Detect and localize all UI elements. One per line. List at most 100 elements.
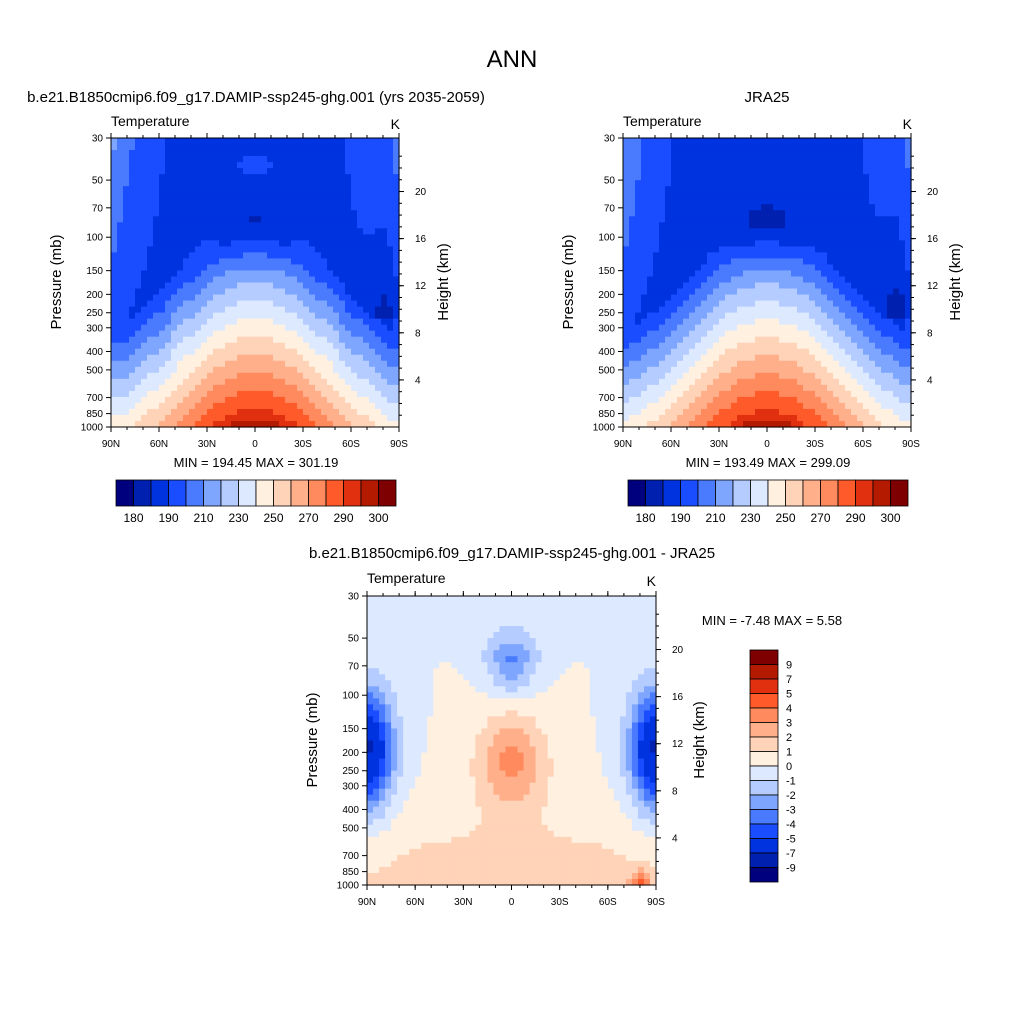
- heatmap-cell: [815, 402, 822, 410]
- heatmap-cell: [333, 288, 340, 296]
- heatmap-cell: [761, 402, 768, 410]
- heatmap-cell: [357, 138, 364, 145]
- heatmap-cell: [869, 324, 876, 332]
- heatmap-cell: [315, 228, 322, 235]
- heatmap-cell: [845, 294, 852, 302]
- heatmap-cell: [237, 396, 244, 404]
- heatmap-cell: [629, 246, 636, 253]
- heatmap-cell: [779, 216, 786, 223]
- heatmap-cell: [719, 414, 726, 422]
- heatmap-cell: [159, 156, 166, 163]
- heatmap-cell: [899, 402, 906, 410]
- heatmap-cell: [761, 180, 768, 187]
- heatmap-cell: [743, 294, 750, 302]
- heatmap-cell: [821, 276, 828, 284]
- heatmap-cell: [171, 384, 178, 392]
- heatmap-cell: [285, 210, 292, 217]
- heatmap-cell: [321, 336, 328, 344]
- heatmap-cell: [123, 156, 130, 163]
- heatmap-cell: [701, 246, 708, 253]
- heatmap-cell: [635, 168, 642, 175]
- heatmap-cell: [189, 234, 196, 241]
- heatmap-cell: [707, 150, 714, 157]
- heatmap-cell: [153, 192, 160, 199]
- heatmap-cell: [695, 246, 702, 253]
- heatmap-cell: [393, 294, 400, 302]
- heatmap-cell: [381, 186, 388, 193]
- heatmap-cell: [713, 324, 720, 332]
- heatmap-cell: [345, 174, 352, 181]
- heatmap-cell: [839, 282, 846, 290]
- heatmap-cell: [761, 138, 768, 145]
- heatmap-cell: [773, 372, 780, 380]
- heatmap-cell: [845, 264, 852, 272]
- heatmap-cell: [201, 354, 208, 362]
- heatmap-cell: [737, 174, 744, 181]
- heatmap-cell: [749, 420, 756, 428]
- heatmap-cell: [749, 174, 756, 181]
- heatmap-cell: [381, 222, 388, 229]
- heatmap-cell: [653, 306, 660, 314]
- heatmap-cell: [863, 174, 870, 181]
- heatmap-cell: [671, 240, 678, 247]
- heatmap-cell: [153, 300, 160, 308]
- heatmap-cell: [809, 408, 816, 416]
- heatmap-cell: [647, 180, 654, 187]
- heatmap-cell: [779, 414, 786, 422]
- heatmap-cell: [791, 396, 798, 404]
- heatmap-cell: [309, 234, 316, 241]
- heatmap-cell: [713, 414, 720, 422]
- heatmap-cell: [141, 216, 148, 223]
- heatmap-cell: [231, 312, 238, 320]
- heatmap-cell: [255, 342, 262, 350]
- heatmap-cell: [351, 228, 358, 235]
- heatmap-cell: [737, 306, 744, 314]
- heatmap-cell: [375, 150, 382, 157]
- heatmap-cell: [213, 288, 220, 296]
- heatmap-cell: [893, 168, 900, 175]
- heatmap-cell: [345, 294, 352, 302]
- heatmap-cell: [129, 246, 136, 253]
- heatmap-cell: [653, 156, 660, 163]
- heatmap-cell: [791, 138, 798, 145]
- heatmap-cell: [309, 240, 316, 247]
- heatmap-cell: [249, 300, 256, 308]
- heatmap-cell: [409, 596, 416, 603]
- heatmap-cell: [123, 366, 130, 374]
- heatmap-cell: [165, 222, 172, 229]
- heatmap-cell: [201, 162, 208, 169]
- heatmap-cell: [273, 150, 280, 157]
- heatmap-cell: [785, 252, 792, 260]
- heatmap-cell: [195, 318, 202, 326]
- heatmap-cell: [129, 180, 136, 187]
- heatmap-cell: [857, 348, 864, 356]
- heatmap-cell: [321, 168, 328, 175]
- heatmap-cell: [761, 330, 768, 338]
- heatmap-cell: [153, 372, 160, 380]
- heatmap-cell: [279, 300, 286, 308]
- heatmap-cell: [677, 162, 684, 169]
- heatmap-cell: [827, 198, 834, 205]
- heatmap-cell: [629, 162, 636, 169]
- heatmap-cell: [767, 186, 774, 193]
- heatmap-cell: [905, 372, 912, 380]
- heatmap-cell: [285, 222, 292, 229]
- heatmap-cell: [387, 294, 394, 302]
- heatmap-cell: [731, 408, 738, 416]
- heatmap-cell: [177, 312, 184, 320]
- heatmap-cell: [803, 402, 810, 410]
- heatmap-cell: [135, 156, 142, 163]
- heatmap-cell: [779, 150, 786, 157]
- heatmap-cell: [767, 234, 774, 241]
- heatmap-cell: [231, 300, 238, 308]
- heatmap-cell: [737, 240, 744, 247]
- heatmap-cell: [165, 414, 172, 422]
- heatmap-cell: [635, 312, 642, 320]
- heatmap-cell: [135, 216, 142, 223]
- heatmap-cell: [635, 210, 642, 217]
- heatmap-cell: [845, 348, 852, 356]
- x-tick-label: 0: [252, 439, 258, 450]
- heatmap-cell: [689, 402, 696, 410]
- heatmap-cell: [351, 216, 358, 223]
- heatmap-cell: [147, 336, 154, 344]
